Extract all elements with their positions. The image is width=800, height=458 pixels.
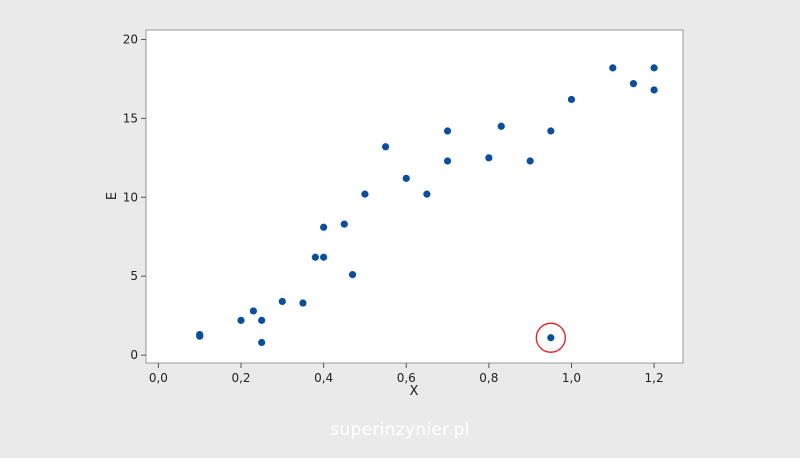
plot-area bbox=[145, 29, 684, 364]
x-tick-label: 0,8 bbox=[479, 371, 498, 385]
data-point bbox=[443, 157, 452, 165]
y-tick-label: 0 bbox=[130, 348, 138, 362]
data-point bbox=[311, 253, 319, 261]
x-axis: 0,0 0,2 0,4 0,6 0,8 1,0 1,2 bbox=[149, 363, 664, 385]
x-tick-label: 0,6 bbox=[397, 371, 416, 385]
data-point bbox=[402, 174, 410, 182]
data-point bbox=[361, 190, 369, 198]
data-point bbox=[547, 127, 555, 135]
data-point bbox=[237, 316, 245, 324]
data-point bbox=[348, 271, 357, 279]
data-point bbox=[609, 64, 617, 72]
data-point bbox=[650, 86, 658, 94]
data-point bbox=[629, 80, 638, 88]
outlier-highlight-circle bbox=[535, 322, 567, 353]
data-point bbox=[381, 143, 390, 151]
data-point bbox=[299, 299, 307, 307]
data-point bbox=[650, 64, 658, 72]
data-point bbox=[258, 338, 266, 347]
x-tick-label: 1,2 bbox=[645, 371, 664, 385]
data-point bbox=[526, 157, 534, 165]
y-tick-label: 15 bbox=[123, 111, 138, 125]
data-point bbox=[320, 223, 328, 231]
y-tick-label: 20 bbox=[123, 32, 138, 46]
x-axis-title: X bbox=[410, 384, 419, 399]
y-axis-title: E bbox=[105, 192, 120, 200]
x-tick-label: 0,2 bbox=[231, 371, 250, 385]
x-tick-label: 1,0 bbox=[562, 371, 581, 385]
data-point bbox=[485, 154, 493, 162]
y-axis: 0 5 10 15 20 bbox=[123, 32, 146, 362]
data-point bbox=[340, 220, 348, 228]
data-point bbox=[423, 190, 431, 198]
data-point bbox=[258, 316, 266, 324]
watermark: superinzynier.pl bbox=[330, 420, 470, 440]
data-point bbox=[249, 307, 257, 315]
y-tick-label: 10 bbox=[123, 190, 138, 204]
data-points bbox=[196, 64, 658, 353]
data-point bbox=[443, 127, 452, 135]
data-point bbox=[497, 122, 505, 130]
data-point bbox=[547, 334, 555, 342]
x-tick-label: 0,4 bbox=[314, 371, 333, 385]
data-point bbox=[567, 95, 576, 104]
data-point bbox=[278, 297, 286, 306]
data-point bbox=[320, 253, 328, 261]
data-point bbox=[196, 332, 204, 340]
x-tick-label: 0,0 bbox=[149, 371, 168, 385]
y-tick-label: 5 bbox=[130, 269, 138, 283]
